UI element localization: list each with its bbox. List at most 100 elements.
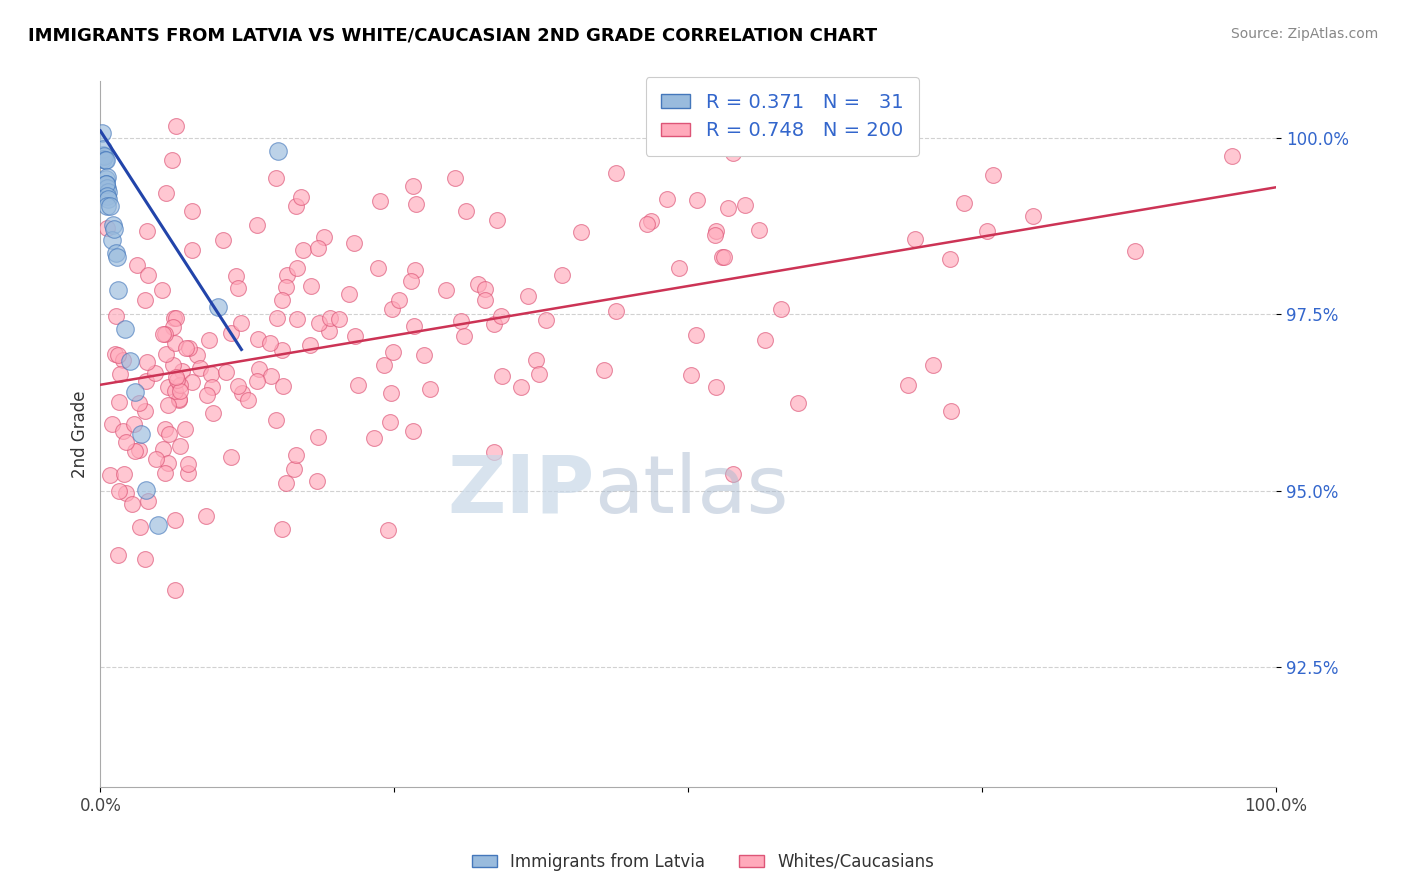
Point	[135, 224, 157, 238]
Point	[264, 171, 287, 186]
Point	[103, 347, 125, 361]
Point	[363, 432, 385, 446]
Point	[381, 302, 404, 317]
Point	[165, 336, 187, 351]
Point	[517, 289, 540, 303]
Point	[152, 442, 174, 456]
Point	[174, 422, 197, 436]
Point	[111, 424, 134, 438]
Point	[486, 213, 509, 227]
Point	[347, 378, 370, 392]
Point	[830, 118, 852, 132]
Point	[207, 300, 229, 314]
Point	[897, 377, 920, 392]
Point	[152, 326, 174, 341]
Point	[107, 395, 129, 409]
Point	[169, 439, 191, 453]
Point	[685, 327, 707, 342]
Point	[337, 286, 360, 301]
Point	[274, 476, 297, 491]
Point	[177, 341, 200, 355]
Point	[276, 268, 298, 282]
Point	[107, 483, 129, 498]
Point	[124, 385, 146, 400]
Point	[129, 426, 152, 441]
Point	[167, 392, 190, 407]
Point	[107, 549, 129, 563]
Point	[167, 392, 190, 407]
Point	[212, 233, 235, 247]
Point	[593, 362, 616, 376]
Point	[405, 197, 427, 211]
Point	[343, 235, 366, 250]
Point	[453, 329, 475, 343]
Point	[96, 199, 118, 213]
Point	[231, 385, 253, 400]
Point	[343, 329, 366, 343]
Point	[605, 166, 627, 180]
Point	[271, 343, 294, 357]
Point	[129, 520, 152, 534]
Point	[153, 466, 176, 480]
Point	[219, 326, 242, 340]
Point	[165, 310, 187, 325]
Point	[186, 348, 208, 362]
Point	[163, 384, 186, 399]
Point	[981, 169, 1004, 183]
Point	[509, 380, 531, 394]
Point	[215, 365, 238, 379]
Point	[402, 178, 425, 193]
Point	[402, 425, 425, 439]
Point	[105, 250, 128, 264]
Text: atlas: atlas	[595, 451, 789, 530]
Point	[734, 198, 756, 212]
Point	[260, 369, 283, 384]
Point	[91, 126, 114, 140]
Point	[434, 283, 457, 297]
Point	[98, 199, 121, 213]
Point	[150, 283, 173, 297]
Point	[134, 403, 156, 417]
Point	[754, 333, 776, 347]
Point	[107, 348, 129, 362]
Point	[939, 252, 962, 267]
Point	[155, 347, 177, 361]
Point	[569, 225, 592, 239]
Point	[655, 192, 678, 206]
Point	[96, 170, 118, 185]
Point	[96, 180, 118, 194]
Legend: R = 0.371   N =   31, R = 0.748   N = 200: R = 0.371 N = 31, R = 0.748 N = 200	[645, 77, 920, 156]
Point	[872, 136, 894, 150]
Point	[174, 341, 197, 355]
Point	[399, 274, 422, 288]
Point	[170, 364, 193, 378]
Point	[246, 332, 269, 346]
Point	[96, 188, 118, 202]
Point	[270, 522, 292, 536]
Point	[287, 312, 309, 326]
Point	[283, 461, 305, 475]
Point	[271, 293, 294, 308]
Point	[290, 190, 312, 204]
Point	[308, 316, 330, 330]
Point	[413, 349, 436, 363]
Point	[134, 293, 156, 307]
Point	[380, 385, 402, 400]
Point	[246, 374, 269, 388]
Point	[101, 417, 124, 431]
Point	[373, 359, 395, 373]
Point	[711, 251, 734, 265]
Point	[318, 325, 340, 339]
Point	[96, 178, 118, 192]
Point	[662, 110, 685, 124]
Point	[118, 354, 141, 368]
Point	[450, 314, 472, 328]
Point	[153, 327, 176, 342]
Point	[787, 396, 810, 410]
Point	[128, 442, 150, 457]
Point	[770, 302, 793, 317]
Point	[104, 246, 127, 260]
Point	[176, 457, 198, 471]
Point	[536, 313, 558, 327]
Point	[197, 333, 219, 347]
